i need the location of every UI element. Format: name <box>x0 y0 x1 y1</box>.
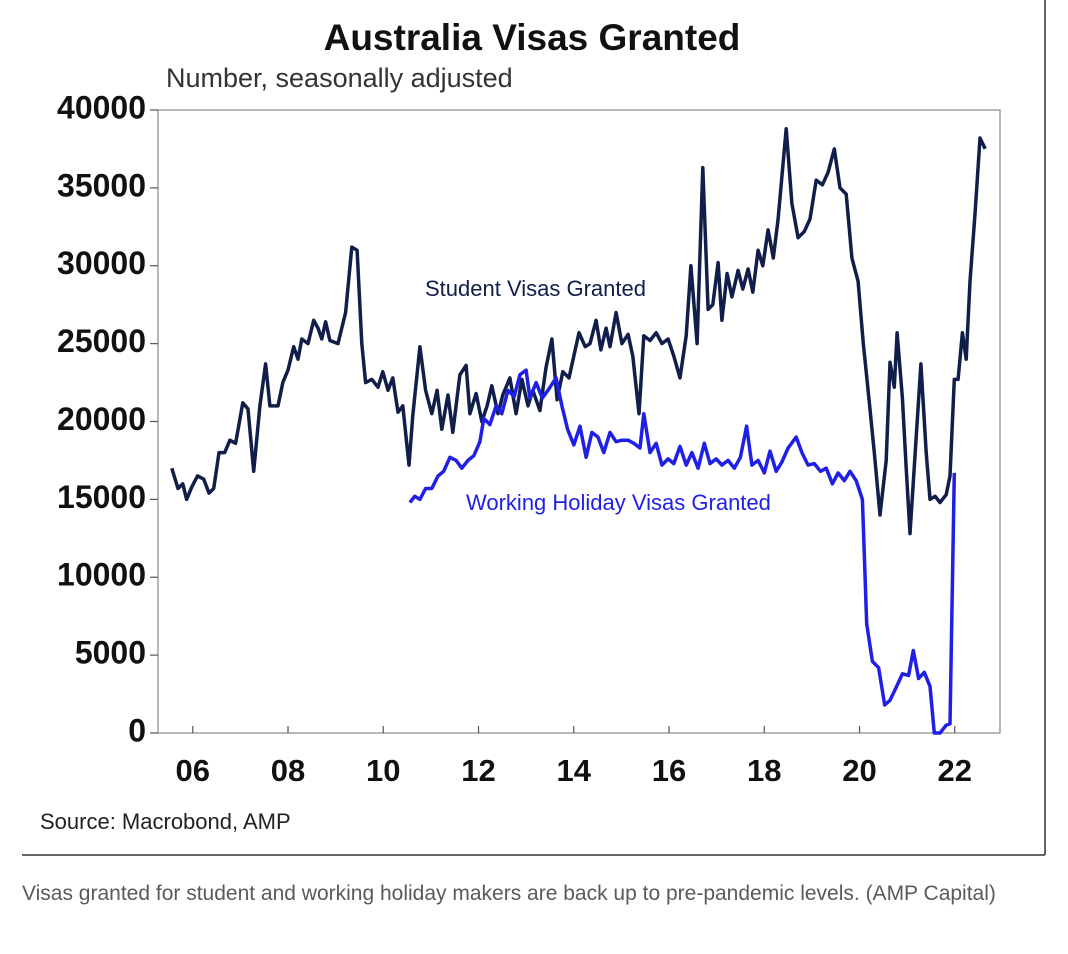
y-tick-label: 5000 <box>75 635 146 671</box>
x-tick-label: 12 <box>461 753 495 788</box>
series-label: Working Holiday Visas Granted <box>466 490 771 515</box>
x-tick-label: 16 <box>652 753 686 788</box>
x-tick-label: 08 <box>271 753 305 788</box>
y-tick-label: 25000 <box>57 323 146 359</box>
chart: Australia Visas Granted Number, seasonal… <box>22 0 1046 856</box>
y-tick-label: 10000 <box>57 557 146 593</box>
series-line <box>170 126 987 536</box>
x-tick-label: 14 <box>557 753 592 788</box>
y-tick-label: 30000 <box>57 245 146 281</box>
y-tick-label: 40000 <box>57 89 146 125</box>
x-tick-label: 10 <box>366 753 400 788</box>
y-tick-label: 15000 <box>57 479 146 515</box>
plot-area <box>157 109 1001 734</box>
x-tick-label: 18 <box>747 753 781 788</box>
series-line <box>408 368 957 735</box>
series-label: Student Visas Granted <box>425 276 646 301</box>
x-tick-label: 06 <box>176 753 210 788</box>
y-tick-label: 35000 <box>57 167 146 203</box>
x-tick-label: 22 <box>938 753 972 788</box>
chart-subtitle: Number, seasonally adjusted <box>166 63 513 93</box>
x-tick-label: 20 <box>842 753 876 788</box>
chart-title: Australia Visas Granted <box>324 17 741 58</box>
caption: Visas granted for student and working ho… <box>22 882 996 905</box>
y-tick-label: 20000 <box>57 401 146 437</box>
y-tick-label: 0 <box>128 712 146 748</box>
source-note: Source: Macrobond, AMP <box>40 809 291 834</box>
